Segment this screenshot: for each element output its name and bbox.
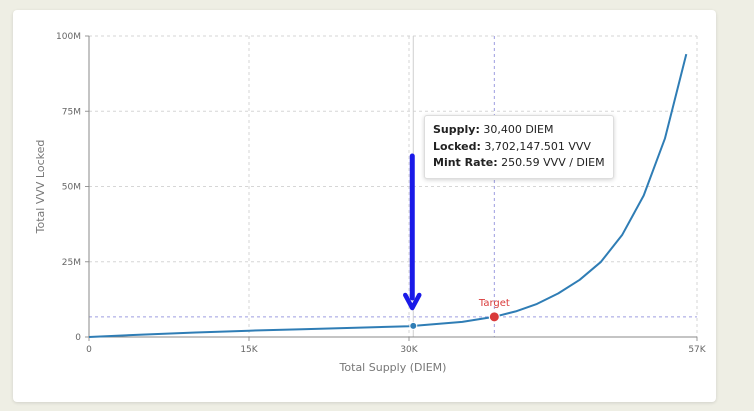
tooltip-supply-row: Supply: 30,400 DIEM	[433, 122, 605, 139]
hover-point[interactable]	[409, 321, 418, 330]
hover-tooltip: Supply: 30,400 DIEM Locked: 3,702,147.50…	[424, 115, 614, 179]
x-tick-label: 57K	[688, 345, 706, 355]
y-tick-label: 100M	[56, 32, 81, 42]
y-tick-label: 50M	[62, 183, 81, 193]
x-axis-title: Total Supply (DIEM)	[339, 361, 447, 374]
series-layer	[88, 53, 688, 338]
target-point[interactable]	[488, 311, 500, 323]
tooltip-rate-row: Mint Rate: 250.59 VVV / DIEM	[433, 155, 605, 172]
x-tick-label: 0	[86, 345, 92, 355]
x-tick-label: 30K	[400, 345, 418, 355]
axes: Total Supply (DIEM) Total VVV Locked 0 15…	[34, 32, 707, 374]
tooltip-locked-row: Locked: 3,702,147.501 VVV	[433, 139, 605, 156]
series-line	[88, 53, 688, 338]
y-tick-label: 0	[75, 333, 81, 343]
arrow-head	[403, 292, 422, 311]
y-tick-label: 75M	[62, 107, 81, 117]
tooltip-supply-label: Supply:	[433, 123, 480, 136]
y-axis-title: Total VVV Locked	[34, 140, 47, 235]
tooltip-rate-value: 250.59 VVV / DIEM	[501, 156, 605, 169]
tooltip-rate-label: Mint Rate:	[433, 156, 498, 169]
tooltip-locked-value: 3,702,147.501 VVV	[484, 139, 591, 153]
annotation-arrow	[403, 153, 422, 311]
grid	[88, 35, 698, 338]
tooltip-supply-value: 30,400 DIEM	[483, 123, 554, 136]
tooltip-locked-label: Locked:	[433, 139, 481, 153]
target-label: Target	[478, 298, 510, 309]
x-tick-label: 15K	[240, 345, 258, 355]
y-tick-label: 25M	[62, 258, 81, 268]
markers[interactable]: Target	[409, 298, 510, 330]
